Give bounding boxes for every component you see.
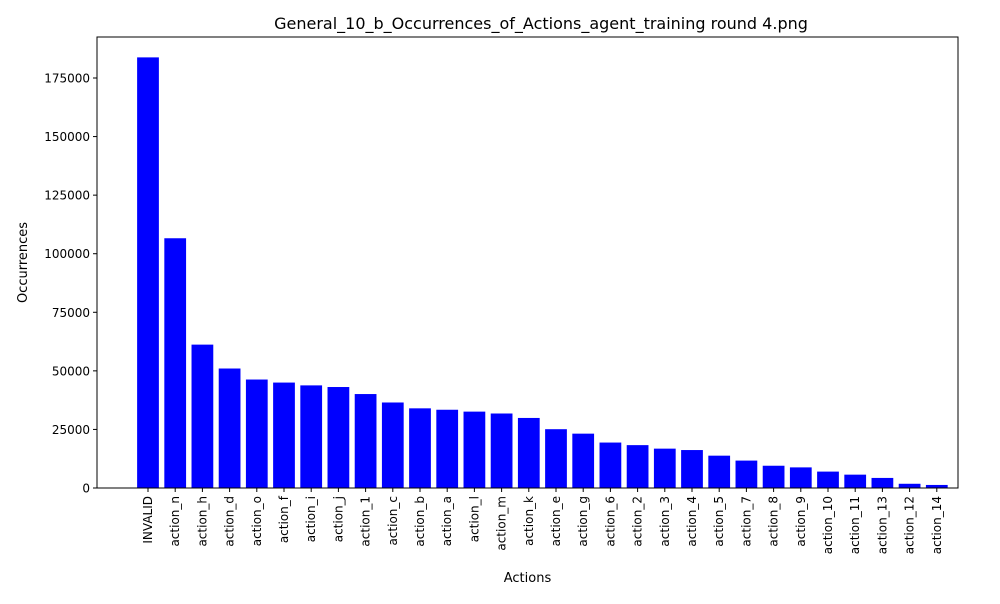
y-axis: 0 25000 50000 75000 100000 125000 150000 175000	[44, 72, 97, 496]
bar-action_g	[572, 433, 595, 488]
x-tick-label: action_h	[195, 496, 209, 547]
x-tick-label: action_e	[549, 496, 563, 546]
bar-action_k	[517, 417, 540, 488]
bar-action_a	[436, 409, 459, 488]
x-tick-label: action_o	[250, 496, 264, 546]
y-tick-label: 175000	[44, 72, 90, 86]
bar-action_c	[381, 402, 404, 488]
bar-action_11	[844, 474, 867, 488]
x-tick-label: action_j	[331, 496, 345, 542]
x-tick-label: action_8	[767, 496, 781, 547]
bar-action_2	[626, 445, 649, 488]
x-tick-label: INVALID	[141, 496, 155, 544]
x-tick-label: action_10	[821, 496, 835, 554]
y-tick-label: 75000	[52, 306, 90, 320]
x-tick-label: action_a	[440, 496, 454, 546]
x-tick-label: action_14	[930, 496, 944, 554]
bar-action_6	[599, 442, 622, 488]
bar-action_12	[898, 483, 921, 488]
y-tick-label: 100000	[44, 247, 90, 261]
chart-title: General_10_b_Occurrences_of_Actions_agen…	[274, 14, 808, 34]
bar-action_14	[925, 484, 948, 488]
x-tick-label: action_i	[304, 496, 318, 542]
x-tick-label: action_9	[794, 496, 808, 547]
bar-action_1	[354, 394, 377, 488]
x-tick-label: action_12	[903, 496, 917, 554]
y-tick-label: 50000	[52, 364, 90, 378]
x-tick-label: action_1	[359, 496, 373, 547]
bar-action_4	[681, 450, 703, 488]
bar-action_h	[191, 344, 214, 488]
bars-group	[137, 57, 948, 488]
bar-action_i	[300, 385, 323, 488]
x-tick-label: action_d	[223, 496, 237, 547]
x-tick-label: action_m	[495, 496, 509, 551]
x-tick-label: action_6	[603, 496, 617, 547]
bar-action_7	[735, 460, 758, 488]
bar-action_j	[327, 387, 350, 488]
bar-action_e	[545, 429, 567, 488]
bar-action_b	[409, 408, 431, 488]
x-tick-label: action_l	[467, 496, 481, 542]
bar-action_13	[871, 477, 894, 488]
x-axis-label: Actions	[504, 571, 552, 586]
bar-action_8	[762, 465, 785, 488]
y-tick-label: 0	[82, 482, 90, 496]
x-tick-label: action_13	[875, 496, 889, 554]
x-tick-label: action_7	[739, 496, 753, 547]
plot-frame	[96, 36, 959, 489]
y-tick-label: 125000	[44, 189, 90, 203]
bar-action_l	[463, 411, 486, 488]
x-tick-label: action_4	[685, 496, 699, 547]
bar-action_m	[490, 413, 513, 488]
x-tick-label: action_n	[168, 496, 182, 547]
x-tick-label: action_k	[522, 496, 536, 546]
y-axis-label: Occurrences	[16, 222, 31, 303]
bar-action_5	[708, 455, 731, 488]
x-tick-label: action_b	[413, 496, 427, 547]
x-tick-label: action_f	[277, 495, 291, 543]
x-axis: INVALID action_n action_h action_d action_o a…	[141, 488, 944, 554]
bar-action_3	[653, 448, 676, 488]
x-tick-label: action_g	[576, 496, 590, 547]
x-tick-label: action_3	[658, 496, 672, 547]
x-tick-label: action_c	[386, 496, 400, 546]
y-tick-label: 150000	[44, 130, 90, 144]
bar-action_10	[817, 471, 839, 488]
y-tick-label: 25000	[52, 423, 90, 437]
x-tick-label: action_5	[712, 496, 726, 547]
bar-action_d	[218, 368, 241, 488]
bar-invalid	[137, 57, 159, 488]
x-tick-label: action_11	[848, 496, 862, 554]
bar-action_n	[164, 238, 187, 488]
bar-action_o	[245, 379, 268, 488]
x-tick-label: action_2	[631, 496, 645, 547]
bar-action_f	[273, 382, 295, 488]
bar-action_9	[789, 467, 812, 488]
